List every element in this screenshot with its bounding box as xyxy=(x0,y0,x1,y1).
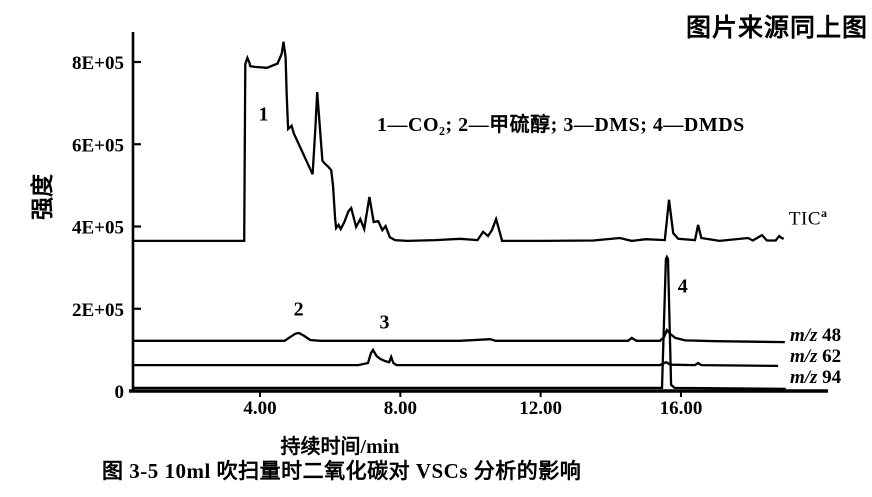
trace-m-z-62 xyxy=(133,347,779,368)
y-tick-label: 2E+05 xyxy=(72,300,124,321)
y-tick-label: 8E+05 xyxy=(72,53,124,74)
y-tick-label: 4E+05 xyxy=(72,218,124,239)
trace-m-z-48 xyxy=(133,327,785,344)
x-tick-label: 4.00 xyxy=(243,398,276,419)
trace-m-z-94 xyxy=(133,254,786,391)
x-tick-label: 8.00 xyxy=(384,398,417,419)
x-tick-label: 16.00 xyxy=(660,398,703,419)
trace-tic xyxy=(133,41,785,243)
y-tick-label: 6E+05 xyxy=(72,135,124,156)
y-tick-label: 0 xyxy=(115,382,125,403)
x-tick-label: 12.00 xyxy=(519,398,562,419)
